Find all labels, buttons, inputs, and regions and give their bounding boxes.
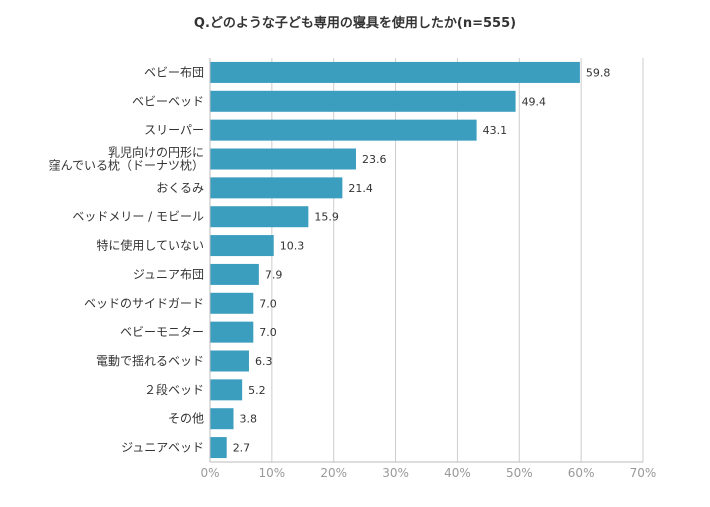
category-label: その他 bbox=[168, 412, 204, 426]
bar bbox=[210, 437, 227, 459]
category-label: スリーパー bbox=[144, 123, 204, 137]
category-label-line: ２段ベッド bbox=[144, 382, 204, 397]
category-label-line: ベッドのサイドガード bbox=[84, 296, 204, 310]
category-label-line: おくるみ bbox=[156, 181, 204, 195]
category-label-line: スリーパー bbox=[144, 123, 204, 137]
data-label: 10.3 bbox=[280, 240, 305, 253]
bar bbox=[210, 408, 234, 430]
bar bbox=[210, 119, 477, 141]
x-tick-label: 30% bbox=[382, 466, 409, 480]
category-label: ベッドメリー / モビール bbox=[72, 210, 204, 224]
category-label: おくるみ bbox=[156, 181, 204, 195]
bar bbox=[210, 206, 309, 228]
data-label: 7.0 bbox=[259, 297, 277, 310]
category-label: ジュニア布団 bbox=[133, 267, 204, 281]
category-label-line: ジュニア布団 bbox=[133, 267, 204, 281]
x-tick-label: 40% bbox=[444, 466, 471, 480]
category-label: ベビーモニター bbox=[120, 325, 204, 339]
chart-title: Q.どのような子ども専用の寝具を使用したか(n=555) bbox=[193, 16, 517, 31]
x-tick-label: 10% bbox=[259, 466, 286, 480]
data-label: 2.7 bbox=[233, 442, 251, 455]
x-tick-label: 50% bbox=[506, 466, 533, 480]
category-label-line: 特に使用していない bbox=[96, 238, 204, 253]
data-label: 3.8 bbox=[240, 413, 258, 426]
x-tick-label: 0% bbox=[200, 466, 219, 480]
bar bbox=[210, 148, 356, 170]
bar bbox=[210, 321, 254, 343]
category-label: ベビーベッド bbox=[132, 94, 204, 108]
category-label-line: ベビーモニター bbox=[120, 325, 204, 339]
category-label-line: ベビーベッド bbox=[132, 94, 204, 108]
category-label: ベッドのサイドガード bbox=[84, 296, 204, 310]
bar bbox=[210, 90, 516, 112]
category-label-line: ベッドメリー / モビール bbox=[72, 210, 204, 224]
category-label: 乳児向けの円形に窪んでいる枕（ドーナツ枕） bbox=[49, 145, 204, 173]
data-label: 59.8 bbox=[586, 66, 611, 79]
x-tick-label: 20% bbox=[320, 466, 347, 480]
bar bbox=[210, 263, 259, 285]
category-label: ２段ベッド bbox=[144, 382, 204, 397]
data-label: 7.9 bbox=[265, 268, 283, 281]
x-tick-label: 60% bbox=[568, 466, 595, 480]
category-label: ベビー布団 bbox=[144, 65, 204, 79]
data-label: 6.3 bbox=[255, 355, 273, 368]
category-label-line: 電動で揺れるベッド bbox=[96, 354, 204, 368]
category-label-line: ジュニアベッド bbox=[121, 441, 204, 455]
data-label: 49.4 bbox=[522, 95, 547, 108]
bar bbox=[210, 61, 580, 83]
bar bbox=[210, 350, 249, 372]
data-label: 21.4 bbox=[348, 182, 373, 195]
category-label: 特に使用していない bbox=[96, 238, 204, 253]
data-label: 23.6 bbox=[362, 153, 387, 166]
data-label: 43.1 bbox=[483, 124, 508, 137]
bar bbox=[210, 292, 254, 314]
bar bbox=[210, 379, 243, 401]
x-tick-label: 70% bbox=[630, 466, 657, 480]
category-label-line: 乳児向けの円形に bbox=[108, 145, 204, 160]
category-label: ジュニアベッド bbox=[121, 441, 204, 455]
data-label: 5.2 bbox=[248, 384, 266, 397]
bar bbox=[210, 177, 343, 199]
category-label-line: ベビー布団 bbox=[144, 65, 204, 79]
bar bbox=[210, 235, 274, 257]
category-label-line: その他 bbox=[168, 412, 204, 426]
data-label: 15.9 bbox=[314, 211, 339, 224]
category-label: 電動で揺れるベッド bbox=[96, 354, 204, 368]
category-label-line: 窪んでいる枕（ドーナツ枕） bbox=[49, 158, 204, 173]
data-label: 7.0 bbox=[259, 326, 277, 339]
